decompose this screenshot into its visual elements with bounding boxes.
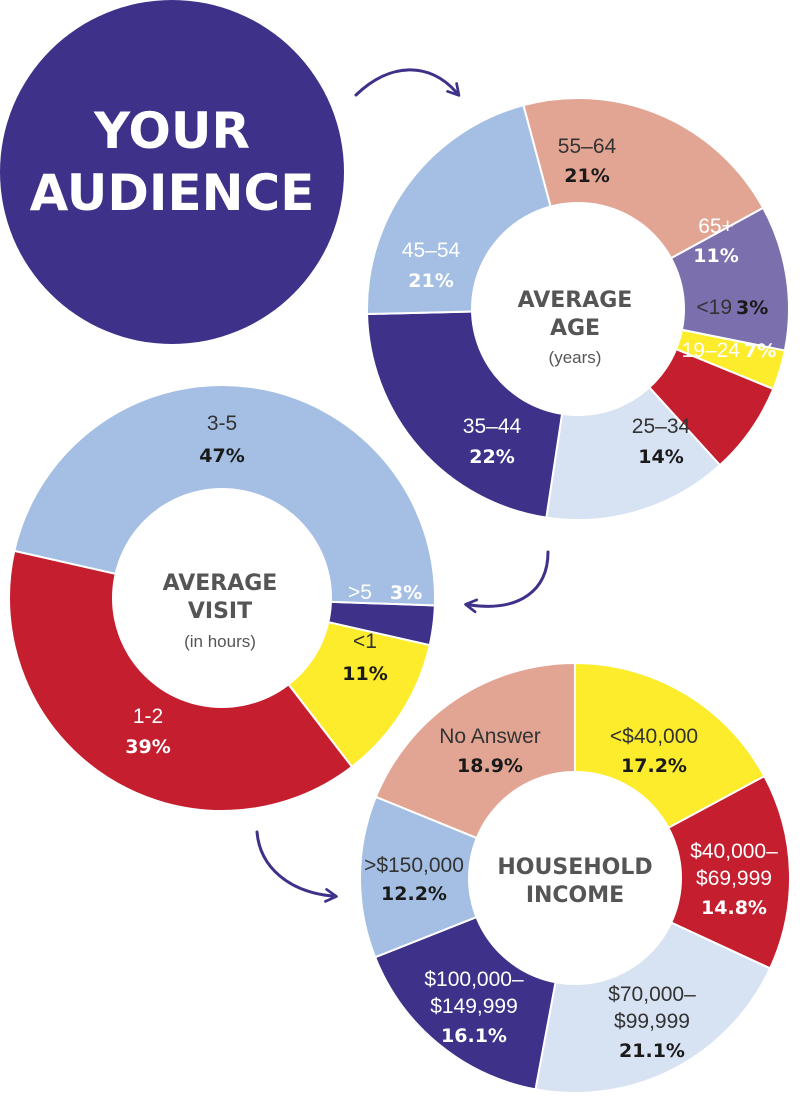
income-label-over-150k: >$150,000 (364, 854, 464, 877)
age-label-65plus: 65+ (698, 215, 734, 238)
age-pct-under-19: 3% (736, 297, 768, 319)
income-pct-under-40k: 17.2% (621, 755, 687, 777)
household-income-title-line-1: HOUSEHOLD (497, 855, 652, 880)
average-age-subtitle: (years) (549, 348, 602, 367)
age-label-19-24: 19–24 (682, 339, 741, 362)
income-label-100k-149k-line-2: $149,999 (430, 995, 518, 1018)
title-circle (0, 0, 344, 344)
age-label-35-44: 35–44 (463, 415, 522, 438)
arrow-visit-to-income (255, 830, 338, 903)
age-pct-65plus: 11% (693, 245, 738, 267)
visit-pct-under-1: 11% (342, 663, 387, 685)
visit-label-under-1: <1 (353, 630, 377, 653)
average-visit-title-line-1: AVERAGE (163, 571, 278, 596)
title-badge: YOUR AUDIENCE (0, 0, 344, 344)
average-age-labels: 55–64 21% 65+ 11% <19 3% 19–24 7% 25–34 … (402, 135, 776, 468)
age-pct-25-34: 14% (638, 446, 683, 468)
visit-pct-over-5: 3% (390, 582, 422, 604)
visit-label-3-5: 3-5 (207, 412, 237, 435)
income-slice-1 (572, 774, 791, 970)
title-line-2: AUDIENCE (30, 164, 315, 222)
average-visit-hole (112, 488, 332, 708)
visit-pct-1-2: 39% (125, 736, 170, 758)
visit-label-1-2: 1-2 (133, 705, 163, 728)
income-pct-no-answer: 18.9% (457, 755, 523, 777)
age-pct-45-54: 21% (408, 270, 453, 292)
income-label-100k-149k-line-1: $100,000– (424, 968, 524, 991)
income-pct-100k-149k: 16.1% (441, 1025, 507, 1047)
visit-label-over-5: >5 (348, 581, 372, 604)
age-label-under-19: <19 (696, 296, 732, 319)
income-label-no-answer: No Answer (439, 725, 541, 748)
household-income-hole (468, 771, 682, 985)
average-age-donut: AVERAGE AGE (years) (366, 97, 790, 521)
income-label-70k-99k-line-1: $70,000– (608, 983, 696, 1006)
average-visit-labels: >5 3% <1 11% 1-2 39% 3-5 47% (125, 412, 422, 758)
age-label-45-54: 45–54 (402, 239, 461, 262)
income-pct-40k-69k: 14.8% (701, 897, 767, 919)
average-age-title-line-1: AVERAGE (518, 288, 633, 313)
title-line-1: YOUR (93, 102, 250, 160)
income-label-under-40k: <$40,000 (610, 725, 698, 748)
arrow-title-to-age (354, 68, 461, 97)
household-income-labels: <$40,000 17.2% $40,000– $69,999 14.8% $7… (364, 725, 778, 1062)
age-pct-55-64: 21% (564, 165, 609, 187)
average-visit-subtitle: (in hours) (184, 632, 256, 651)
average-visit-title-line-2: VISIT (188, 599, 252, 624)
average-visit-donut: AVERAGE VISIT (in hours) (7, 384, 436, 812)
income-slice-4 (359, 795, 578, 959)
income-pct-70k-99k: 21.1% (619, 1040, 685, 1062)
age-label-55-64: 55–64 (558, 135, 617, 158)
income-label-40k-69k-line-2: $69,999 (696, 867, 772, 890)
household-income-title-line-2: INCOME (526, 883, 624, 908)
income-pct-over-150k: 12.2% (381, 883, 447, 905)
average-age-hole (471, 202, 685, 416)
income-label-70k-99k-line-2: $99,999 (614, 1010, 690, 1033)
average-age-title-line-2: AGE (550, 316, 600, 341)
household-income-donut: HOUSEHOLD INCOME (359, 661, 791, 1094)
age-pct-35-44: 22% (469, 446, 514, 468)
age-pct-19-24: 7% (744, 340, 776, 362)
age-label-25-34: 25–34 (632, 415, 691, 438)
visit-pct-3-5: 47% (199, 445, 244, 467)
arrow-age-to-visit (464, 550, 550, 614)
income-label-40k-69k-line-1: $40,000– (690, 840, 778, 863)
